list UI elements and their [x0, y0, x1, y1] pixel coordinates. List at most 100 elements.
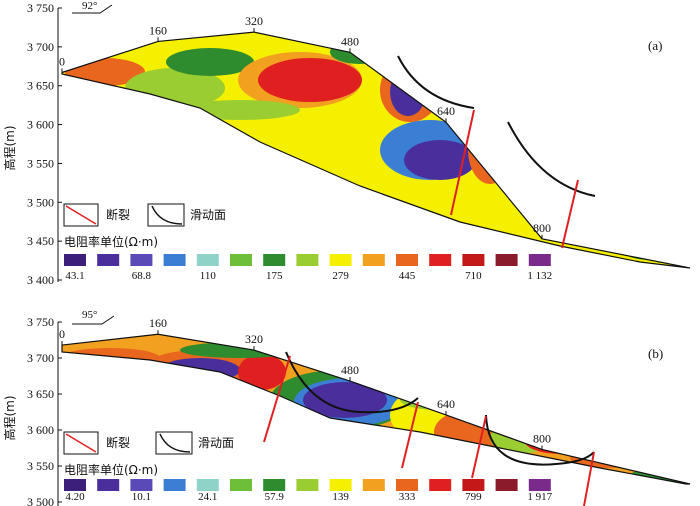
- y-tick-label: 3 750: [27, 1, 54, 15]
- y-tick-label: 3 450: [27, 234, 54, 248]
- legend-b: 断裂 滑动面: [63, 431, 234, 455]
- distance-labels-b: 0 160 320 480 640 800: [59, 316, 551, 450]
- distance-labels-a: 0 160 320 480 640 800: [59, 14, 551, 239]
- fault-line-b2: [401, 401, 419, 469]
- distance-label: 160: [149, 23, 167, 37]
- colorbar-tick-label: 4.20: [65, 491, 85, 503]
- colorbar-tick-label: 175: [266, 270, 283, 282]
- distance-label: 480: [341, 34, 359, 48]
- distance-label: 0: [59, 55, 65, 69]
- colorbar-tick-label: 1 917: [527, 491, 552, 503]
- y-axis-label-a: 高程(m): [2, 125, 17, 170]
- colorbar-swatch: [362, 479, 385, 491]
- section-outline-a: [61, 31, 691, 269]
- colorbar-swatch: [230, 254, 252, 266]
- colorbar-swatch: [196, 254, 219, 266]
- fault-line-b4: [583, 451, 595, 506]
- colorbar-swatch: [64, 479, 86, 491]
- y-tick-label: 3 550: [27, 156, 54, 170]
- distance-label: 320: [245, 332, 263, 346]
- panel-tag-b: (b): [648, 346, 663, 361]
- legend-slide-box-b: [155, 431, 193, 455]
- colorbar-swatch: [163, 254, 186, 266]
- y-tick-label: 3 600: [27, 118, 54, 132]
- colorbar-tick-label: 333: [399, 491, 416, 503]
- fault-line-b1: [263, 355, 291, 443]
- slide-surface-b2: [485, 414, 595, 466]
- colorbar-title-b: 电阻率单位(Ω·m): [64, 462, 158, 477]
- legend-slide-icon-a: [151, 205, 183, 225]
- legend-slide-label-b: 滑动面: [198, 436, 234, 450]
- legend-fault-icon-a: [65, 205, 97, 225]
- distance-label: 320: [245, 14, 263, 28]
- colorbar-tick-label: 10.1: [132, 491, 151, 503]
- fault-line-a1: [450, 109, 475, 216]
- y-ticks-b: 3 750 3 700 3 650 3 600 3 550 3 500: [27, 315, 62, 506]
- y-tick-label: 3 650: [27, 79, 54, 93]
- colorbar-swatch: [263, 254, 286, 266]
- colorbar-title-a: 电阻率单位(Ω·m): [64, 234, 158, 249]
- colorbar-swatch: [329, 254, 352, 266]
- distance-label: 160: [149, 316, 167, 330]
- azimuth-arrow-b: [72, 315, 115, 325]
- y-axis-label-b: 高程(m): [2, 395, 17, 440]
- panel-tag-a: (a): [648, 38, 662, 53]
- colorbar-tick-label: 279: [332, 270, 349, 282]
- panel-a: 3 750 3 700 3 650 3 600 3 550 3 500 3 450 3 400…: [2, 0, 691, 287]
- y-tick-label: 3 700: [27, 351, 54, 365]
- slide-surface-a2: [507, 121, 596, 197]
- colorbar-swatch: [362, 254, 385, 266]
- y-tick-label: 3 500: [27, 195, 54, 209]
- legend-slide-label-a: 滑动面: [190, 208, 226, 222]
- colorbar-swatch: [528, 254, 551, 266]
- colorbar-swatch: [462, 254, 485, 266]
- colorbar-tick-label: 139: [332, 491, 349, 503]
- legend-slide-box-a: [147, 203, 185, 227]
- colorbar-swatch: [296, 479, 319, 491]
- azimuth-label-b: 95°: [82, 309, 97, 321]
- colorbar-swatch: [495, 479, 518, 491]
- colorbar-tick-label: 57.9: [265, 491, 285, 503]
- colorbar-swatch: [462, 479, 485, 491]
- colorbar-swatch: [329, 479, 352, 491]
- fault-line-b3: [471, 415, 487, 479]
- colorbar-swatch: [230, 479, 252, 491]
- colorbar-swatch: [396, 254, 418, 266]
- azimuth-arrow-a: [72, 4, 113, 14]
- panel-b: 3 750 3 700 3 650 3 600 3 550 3 500 高程(m) 95°: [2, 309, 691, 506]
- colorbar-swatch: [97, 254, 120, 266]
- colorbar-tick-label: 68.8: [132, 270, 152, 282]
- colorbar-tick-label: 110: [200, 270, 217, 282]
- fault-line-a2: [561, 179, 579, 249]
- colorbar-tick-label: 1 132: [527, 270, 552, 282]
- legend-slide-icon-b: [159, 433, 191, 453]
- colorbar-tick-label: 43.1: [65, 270, 84, 282]
- colorbar-b: 4.20 10.1 24.1 57.9 139 333 799 1 917: [64, 479, 553, 503]
- distance-label: 800: [533, 431, 551, 445]
- legend-fault-label-a: 断裂: [106, 207, 130, 222]
- y-tick-label: 3 400: [27, 273, 54, 287]
- colorbar-swatch: [495, 254, 518, 266]
- colorbar-swatch: [97, 479, 120, 491]
- distance-label: 640: [437, 397, 455, 411]
- distance-label: 800: [533, 221, 551, 235]
- slide-surface-b1: [285, 351, 419, 414]
- distance-label: 0: [59, 327, 65, 341]
- colorbar-swatch: [196, 479, 219, 491]
- colorbar-swatch: [130, 254, 153, 266]
- colorbar-swatch: [396, 479, 418, 491]
- section-outline-b: [61, 333, 691, 485]
- y-tick-label: 3 700: [27, 40, 54, 54]
- legend-a: 断裂 滑动面: [63, 203, 226, 227]
- colorbar-swatch: [528, 479, 551, 491]
- azimuth-label-a: 92°: [82, 0, 97, 12]
- legend-fault-label-b: 断裂: [106, 435, 130, 450]
- slide-surface-a1: [397, 55, 475, 109]
- colorbar-swatch: [429, 479, 452, 491]
- colorbar-swatch: [64, 254, 86, 266]
- colorbar-swatch: [296, 254, 319, 266]
- distance-label: 640: [437, 104, 455, 118]
- colorbar-swatch: [163, 479, 186, 491]
- colorbar-tick-label: 24.1: [198, 491, 217, 503]
